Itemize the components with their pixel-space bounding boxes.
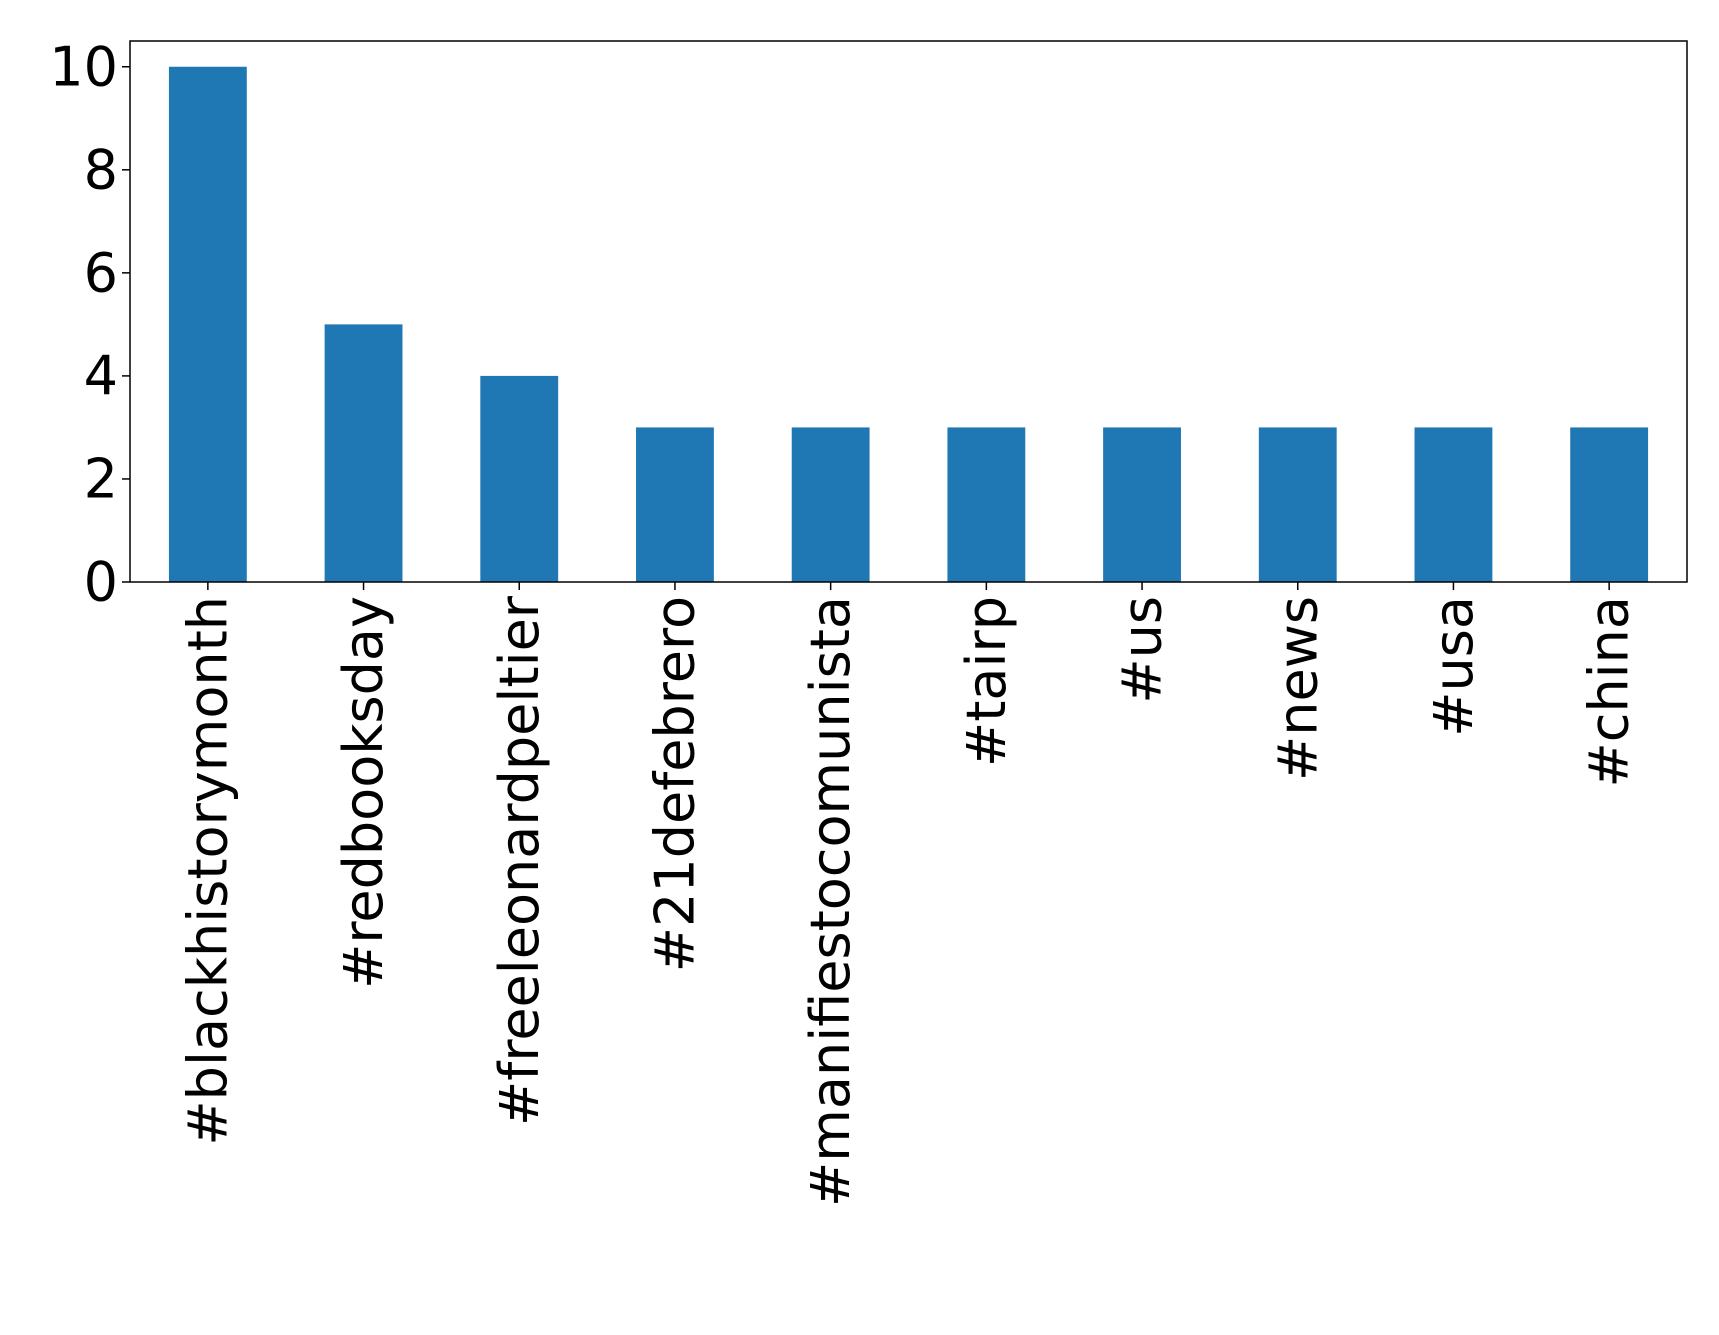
bar	[947, 427, 1026, 582]
y-tick-label: 10	[49, 35, 118, 98]
bar	[791, 427, 870, 582]
x-tick-label: #freeleonardpeltier	[488, 595, 551, 1126]
bar	[1258, 427, 1337, 582]
x-tick-label: #21defebrero	[643, 596, 706, 972]
x-tick-label: #china	[1578, 596, 1641, 787]
x-tick-label: #redbooksday	[332, 596, 395, 989]
bar	[636, 427, 714, 582]
x-tick-label: #manifiestocomunista	[799, 596, 862, 1207]
x-tick-label: #tairp	[955, 596, 1018, 767]
bar	[1103, 427, 1181, 582]
bar	[168, 66, 247, 582]
y-tick-label: 4	[84, 344, 118, 407]
x-tick-label: #usa	[1422, 596, 1485, 737]
y-tick-label: 8	[84, 138, 118, 201]
y-tick-label: 2	[84, 447, 118, 510]
plot-frame	[129, 40, 1688, 583]
y-tick-label: 0	[84, 551, 118, 614]
x-tick-label: #us	[1111, 596, 1174, 704]
x-tick-label: #news	[1266, 596, 1329, 781]
y-tick-label: 6	[84, 241, 118, 304]
bar	[1414, 427, 1493, 582]
bar	[324, 324, 403, 582]
x-tick-label: #blackhistorymonth	[176, 596, 239, 1146]
bar	[1570, 427, 1649, 582]
bar	[480, 375, 559, 582]
